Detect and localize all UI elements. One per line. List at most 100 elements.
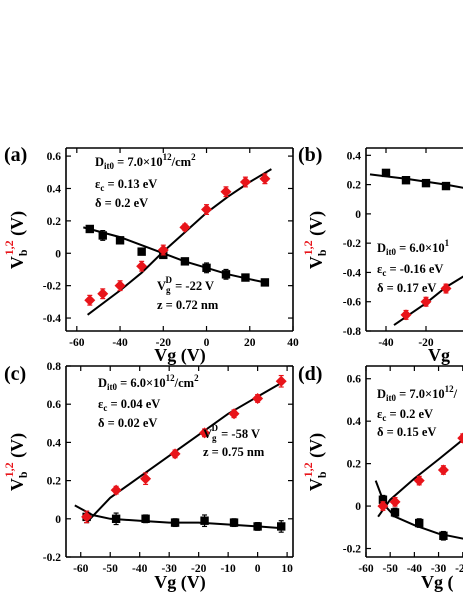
x-tick-label: -40 <box>407 563 423 575</box>
x-tick-label: -20 <box>418 337 434 349</box>
y-tick-label: -0.4 <box>343 267 361 279</box>
y-tick-label: -0.2 <box>43 281 61 293</box>
data-point-diamond <box>169 448 181 460</box>
y-tick-label: 0.6 <box>347 374 362 386</box>
annotation-delta: δ = 0.2 eV <box>95 196 148 210</box>
data-point-diamond <box>199 427 211 439</box>
x-tick-label: -40 <box>132 563 148 575</box>
annotation-vgd: VgD = -22 V <box>157 275 214 295</box>
data-point-square <box>241 273 250 282</box>
panel-label-c: (c) <box>4 363 26 385</box>
data-point-square <box>277 522 286 531</box>
data-point-diamond <box>413 475 425 487</box>
y-tick-label: 0.2 <box>347 180 362 192</box>
data-point-diamond <box>377 500 389 512</box>
y-tick-label: 0.4 <box>347 416 362 428</box>
x-tick-label: 40 <box>287 337 299 349</box>
annotation-dit0: Dit0 = 7.0×1012/cm2 <box>95 152 196 171</box>
fit-curve-1 <box>374 480 463 540</box>
y-axis-label-a: Vb1,2 (V) <box>2 211 30 269</box>
annotation-dit0-b: Dit0 = 6.0×101 <box>377 238 450 257</box>
data-point-diamond <box>157 244 169 256</box>
data-point-square <box>441 181 451 191</box>
data-point-diamond <box>114 280 126 292</box>
x-tick-label: -50 <box>383 563 399 575</box>
y-tick-label: 0.4 <box>347 150 362 162</box>
axes-a: -60 -40 -20 0 20 40 -0.4 -0.2 0 0.2 0.4 0.6 <box>43 147 299 349</box>
fit-curve-1 <box>74 504 285 530</box>
panel-c: Dit0 = 6.0×1012/cm2 εc = 0.04 eV δ = 0.0… <box>74 373 287 533</box>
y-tick-label: -0.4 <box>43 313 61 325</box>
data-point-diamond <box>97 288 109 300</box>
y-tick-label: -0.2 <box>43 552 61 564</box>
data-point-diamond <box>440 283 452 295</box>
annotation-z-c: z = 0.75 nm <box>203 445 265 459</box>
y-axis-label-c: Vb1,2 (V) <box>2 433 30 491</box>
data-series-c <box>81 374 287 533</box>
data-point-diamond <box>437 464 449 476</box>
x-axis-label-c: Vg (V) <box>154 572 206 593</box>
y-axis-label-d: Vb1,2 (V) <box>301 433 329 491</box>
data-point-diamond <box>84 294 96 306</box>
x-tick-label: 0 <box>204 337 210 349</box>
data-point-diamond <box>140 473 152 485</box>
data-point-square <box>229 518 239 527</box>
data-point-diamond <box>136 260 148 272</box>
data-point-diamond <box>252 392 264 404</box>
y-tick-label: 0.2 <box>47 476 62 488</box>
x-tick-label: -20 <box>156 337 172 349</box>
data-point-square <box>200 516 209 525</box>
panel-label-a: (a) <box>4 144 27 166</box>
y-tick-label: 0.8 <box>47 361 62 373</box>
data-point-square <box>115 236 125 245</box>
y-tick-label: 0.6 <box>47 151 62 163</box>
data-point-square <box>141 514 150 523</box>
annotation-delta-b: δ = 0.17 eV <box>377 281 436 295</box>
x-tick-label: 20 <box>244 337 256 349</box>
data-point-diamond <box>259 173 271 185</box>
annotation-epsilon: εc = 0.13 eV <box>95 177 157 193</box>
y-tick-label: -0.6 <box>343 297 361 309</box>
x-axis-label-b: Vg <box>428 345 450 365</box>
data-series-a <box>84 173 271 306</box>
data-series-b <box>381 168 452 321</box>
x-axis-label-a: Vg (V) <box>154 345 206 366</box>
x-tick-label: -20 <box>191 563 207 575</box>
axes-b: -40 -20 -0.8 -0.6 -0.4 -0.2 0 0.2 0.4 <box>343 147 463 349</box>
data-point-square <box>180 257 190 266</box>
annotation-vgd-c: VgD = -58 V <box>203 423 260 443</box>
x-tick-label: 0 <box>255 563 261 575</box>
data-point-diamond <box>201 204 213 216</box>
annotation-dit0-d: Dit0 = 7.0×1012/ <box>377 384 458 403</box>
x-tick-label: -30 <box>431 563 447 575</box>
y-tick-label: 0.2 <box>47 216 62 228</box>
y-tick-label: -0.8 <box>343 326 361 338</box>
annotation-epsilon-b: εc = -0.16 eV <box>377 262 443 278</box>
x-axis-label-d: Vg ( <box>421 572 454 593</box>
x-tick-label: -60 <box>73 563 89 575</box>
data-point-square <box>221 270 231 279</box>
data-point-diamond <box>110 484 122 496</box>
data-point-diamond <box>275 375 287 387</box>
x-tick-label: -60 <box>69 337 85 349</box>
y-tick-label: 0 <box>355 501 361 513</box>
data-point-square <box>98 231 107 240</box>
fit-curve-2 <box>377 438 463 518</box>
data-point-diamond <box>457 432 463 444</box>
panel-label-b: (b) <box>298 144 322 166</box>
x-tick-label: -10 <box>220 563 236 575</box>
data-point-square <box>253 522 262 531</box>
x-tick-label: -50 <box>103 563 119 575</box>
x-tick-label: 10 <box>281 563 293 575</box>
data-point-diamond <box>179 221 191 233</box>
panel-d: Dit0 = 7.0×1012/ εc = 0.2 eV δ = 0.15 eV <box>374 384 463 541</box>
annotation-dit0-c: Dit0 = 6.0×1012/cm2 <box>98 373 199 392</box>
data-point-square <box>401 176 411 185</box>
annotation-epsilon-c: εc = 0.04 eV <box>98 397 160 413</box>
data-point-square <box>381 168 391 178</box>
annotation-delta-c: δ = 0.02 eV <box>98 416 157 430</box>
y-tick-label: -0.2 <box>343 238 361 250</box>
annotation-epsilon-d: εc = 0.2 eV <box>377 407 433 423</box>
data-point-square <box>170 518 180 527</box>
